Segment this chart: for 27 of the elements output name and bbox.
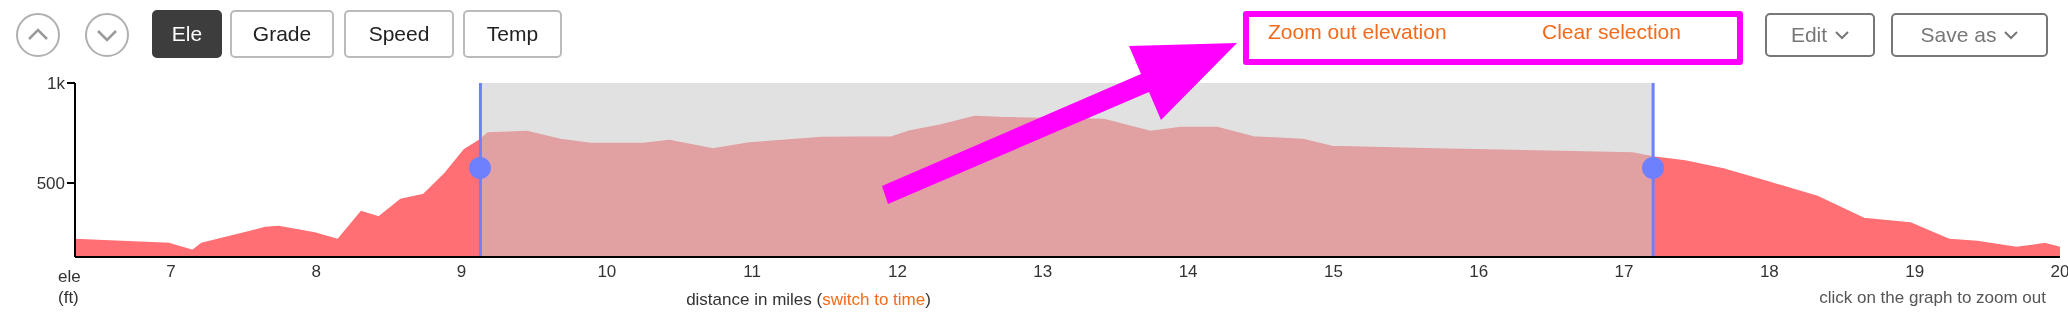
y-tick-label: 1k bbox=[47, 74, 66, 94]
x-tick-label: 13 bbox=[1033, 262, 1053, 282]
x-tick-label: 19 bbox=[1905, 262, 1925, 282]
text: Zoom out elevation bbox=[1268, 20, 1447, 44]
x-tick-label: 20 bbox=[2050, 262, 2068, 282]
text: Edit bbox=[1790, 23, 1828, 47]
x-tick-label: 15 bbox=[1323, 262, 1343, 282]
x-tick-label: 14 bbox=[1178, 262, 1198, 282]
text: Ele bbox=[171, 22, 203, 46]
text: Speed bbox=[368, 22, 430, 46]
text: Clear selection bbox=[1542, 20, 1681, 44]
text: click on the graph to zoom out bbox=[1819, 288, 2046, 308]
x-tick-label: 16 bbox=[1469, 262, 1489, 282]
x-tick-label: 10 bbox=[597, 262, 617, 282]
x-tick-label: 7 bbox=[166, 262, 176, 282]
text: Save as bbox=[1920, 23, 1997, 47]
x-tick-label: 12 bbox=[888, 262, 907, 282]
x-tick-label: 18 bbox=[1759, 262, 1779, 282]
text: Grade bbox=[252, 22, 312, 46]
text: Temp bbox=[486, 22, 539, 46]
y-tick-label: 500 bbox=[36, 174, 65, 194]
x-axis-title: distance in miles (switch to time) bbox=[686, 290, 931, 309]
x-tick-label: 11 bbox=[743, 262, 761, 282]
x-tick-label: 8 bbox=[311, 262, 321, 282]
y-axis-title: ele (ft) bbox=[58, 266, 82, 308]
x-tick-label: 17 bbox=[1614, 262, 1634, 282]
x-tick-label: 9 bbox=[456, 262, 467, 282]
